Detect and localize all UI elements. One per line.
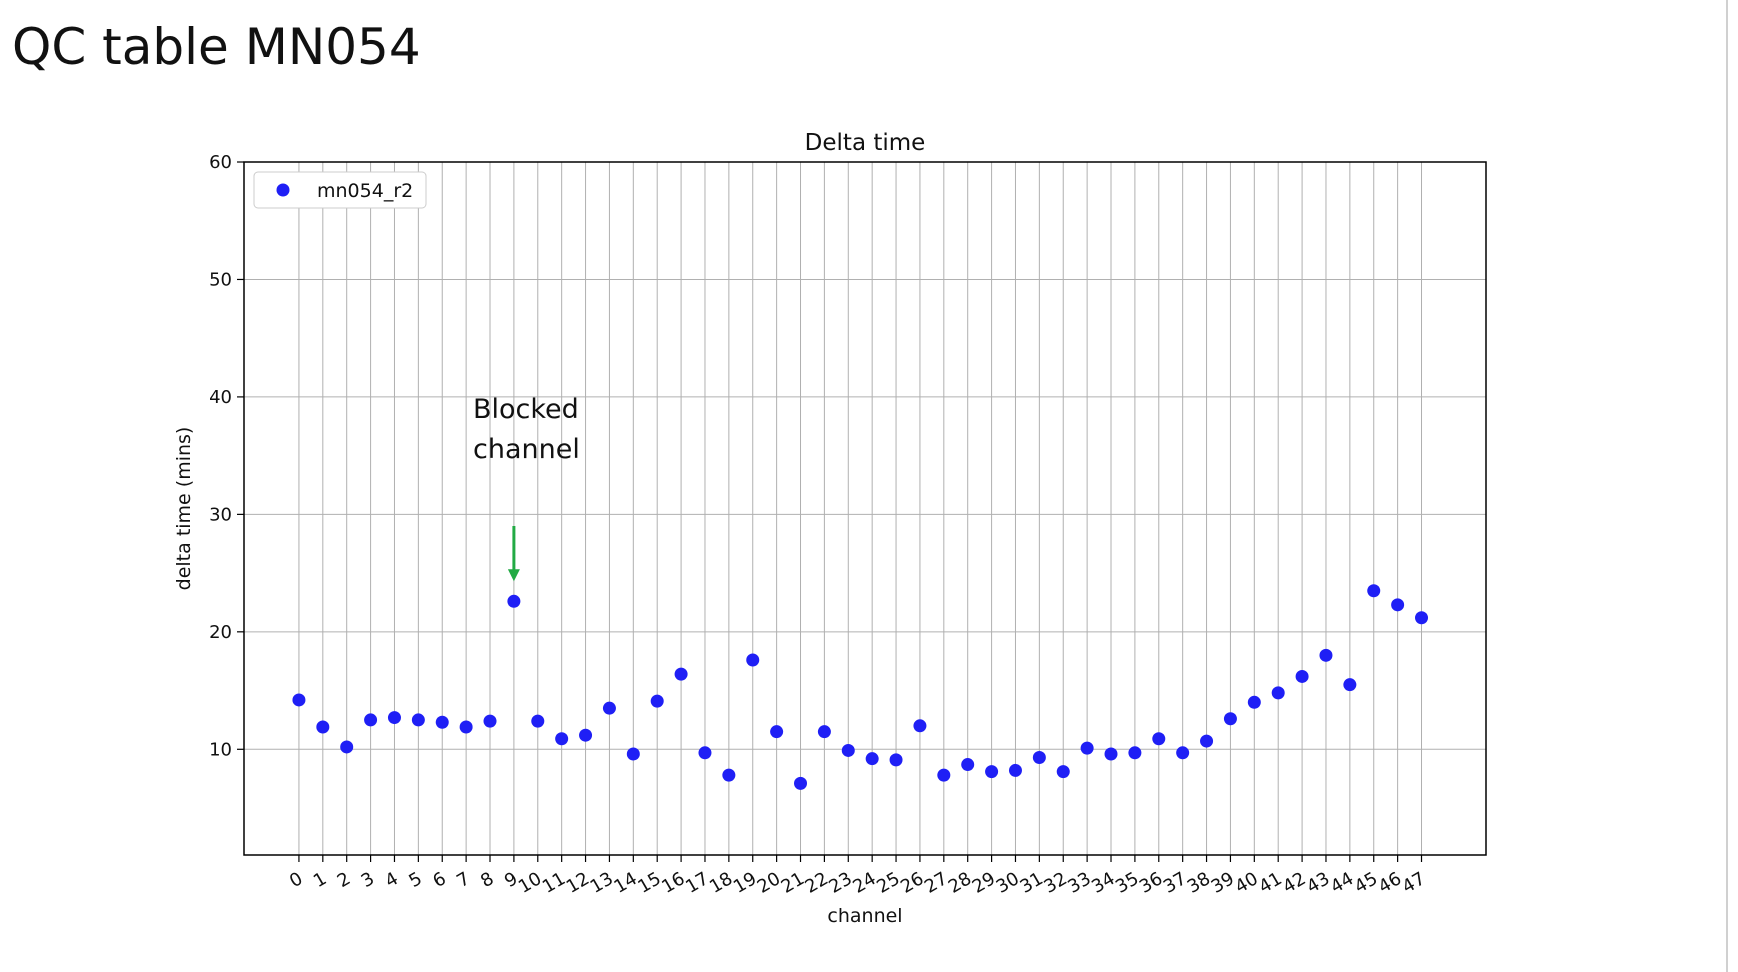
data-point	[746, 653, 760, 667]
data-point	[1415, 611, 1429, 625]
legend-box	[253, 171, 427, 209]
data-point	[1391, 598, 1405, 612]
data-point	[817, 725, 831, 739]
slide-edge-divider	[1726, 0, 1728, 972]
x-tick-label: 1	[310, 868, 330, 892]
y-tick-label: 30	[209, 504, 232, 525]
data-point	[961, 758, 975, 772]
data-point	[889, 753, 903, 767]
data-point	[387, 711, 401, 725]
data-points	[292, 584, 1429, 790]
y-tick-label: 60	[209, 152, 232, 173]
data-point	[1032, 751, 1046, 765]
data-point	[770, 725, 784, 739]
y-tick-label: 40	[209, 387, 232, 408]
data-point	[1247, 695, 1261, 709]
data-point	[1223, 712, 1237, 726]
data-point	[1343, 678, 1357, 692]
y-tick-label: 50	[209, 269, 232, 290]
x-tick-label: 8	[477, 868, 497, 892]
data-point	[507, 594, 521, 608]
data-point	[1008, 763, 1022, 777]
data-point	[602, 701, 616, 715]
data-point	[316, 720, 330, 734]
data-point	[1200, 734, 1214, 748]
data-point	[483, 714, 497, 728]
data-point	[435, 715, 449, 729]
legend: mn054_r2	[253, 171, 427, 209]
x-tick-label: 6	[429, 868, 449, 892]
data-point	[841, 743, 855, 757]
annotation-label-line: Blocked	[473, 394, 579, 425]
data-point	[555, 732, 569, 746]
x-tick-label: 7	[453, 868, 473, 892]
legend-label: mn054_r2	[317, 180, 413, 202]
data-point	[650, 694, 664, 708]
plot-frame	[243, 161, 1487, 856]
data-point	[1080, 741, 1094, 755]
x-tick-label: 47	[1399, 868, 1429, 898]
data-point	[1104, 747, 1118, 761]
data-point	[722, 768, 736, 782]
data-point	[411, 713, 425, 727]
data-point	[1271, 686, 1285, 700]
y-axis-label: delta time (mins)	[173, 427, 195, 591]
data-point	[292, 693, 306, 707]
data-point	[1176, 746, 1190, 760]
data-point	[579, 728, 593, 742]
data-point	[1128, 746, 1142, 760]
x-axis-label: channel	[827, 905, 902, 927]
y-tick-label: 20	[209, 622, 232, 643]
grid	[244, 161, 1486, 855]
data-point	[865, 752, 879, 766]
data-point	[364, 713, 378, 727]
data-point	[985, 765, 999, 779]
annotation-arrow-head	[507, 569, 520, 582]
annotation: Blocked channel	[473, 394, 580, 582]
x-tick-label: 5	[405, 868, 425, 892]
y-tick-label: 10	[209, 739, 232, 760]
data-point	[459, 720, 473, 734]
x-tick-label: 2	[334, 868, 354, 892]
data-point	[340, 740, 354, 754]
chart-title: Delta time	[805, 130, 926, 156]
data-point	[794, 776, 808, 790]
data-point	[1319, 648, 1333, 662]
data-point	[913, 719, 927, 733]
data-point	[1056, 765, 1070, 779]
x-tick-label: 4	[382, 868, 402, 892]
data-point	[937, 768, 951, 782]
data-point	[626, 747, 640, 761]
x-tick-label: 3	[358, 868, 378, 892]
data-point	[698, 746, 712, 760]
x-tick-label: 0	[286, 868, 306, 892]
legend-marker	[276, 183, 290, 197]
data-point	[1152, 732, 1166, 746]
data-point	[674, 667, 688, 681]
data-point	[531, 714, 545, 728]
slide-title: QC table MN054	[12, 18, 421, 76]
annotation-label-line: channel	[473, 434, 580, 465]
data-point	[1367, 584, 1381, 598]
data-point	[1295, 669, 1309, 683]
